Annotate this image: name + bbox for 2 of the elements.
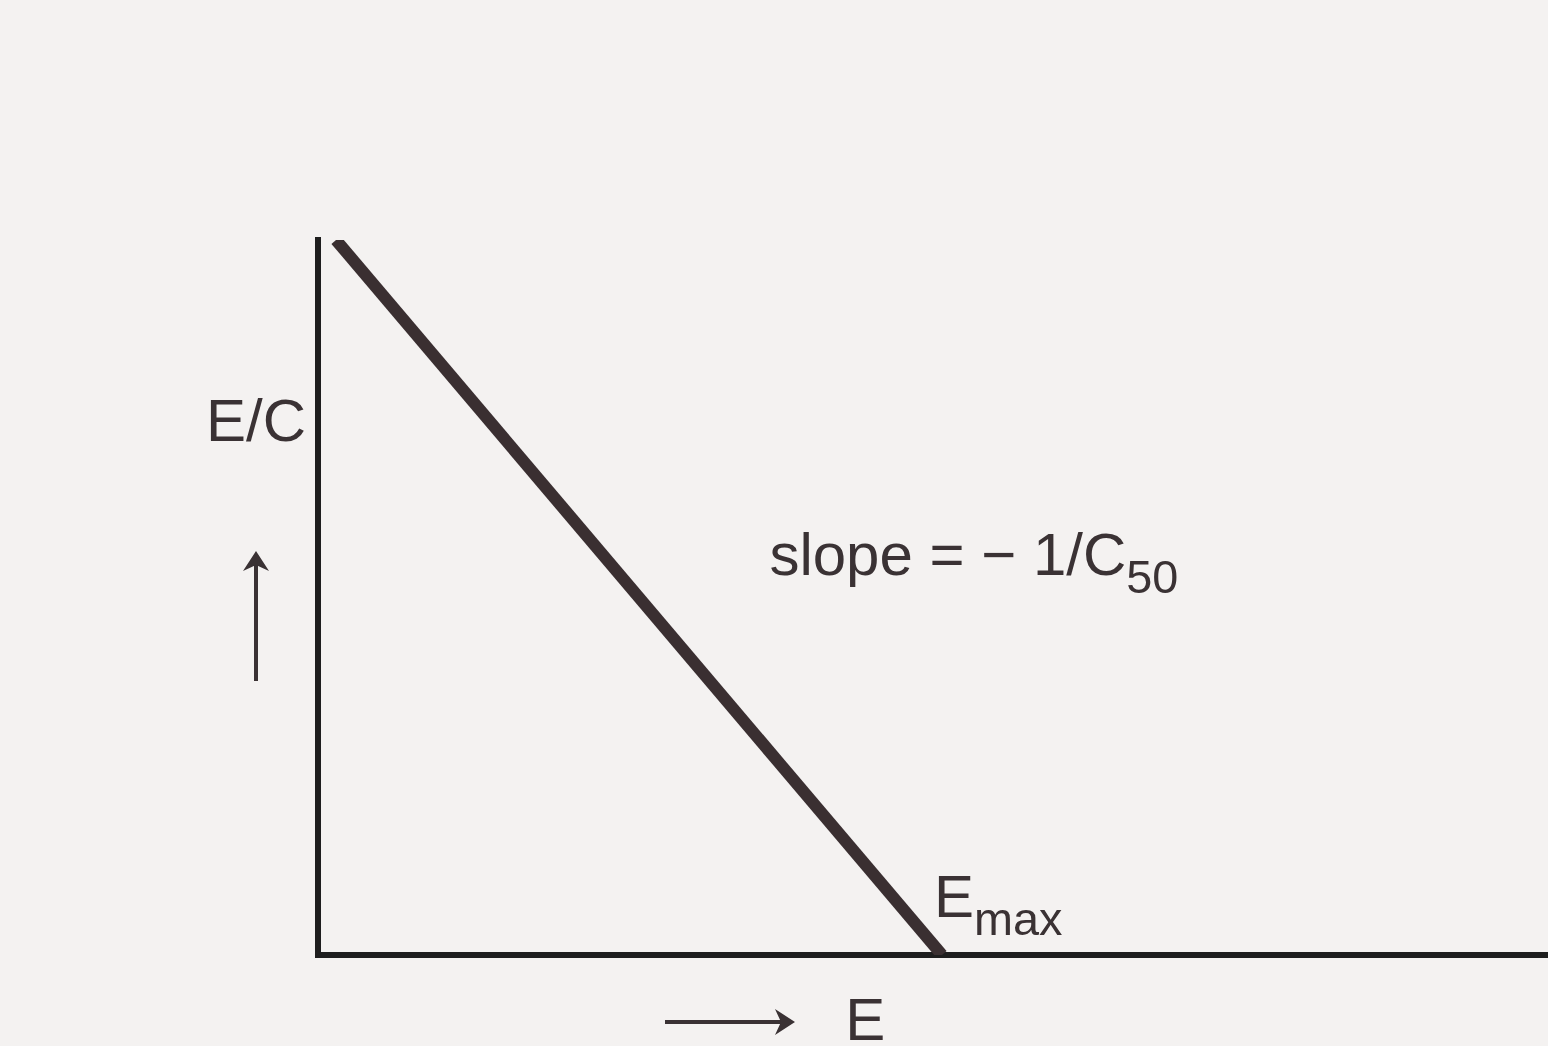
y-axis-title: E/C <box>205 386 307 454</box>
x-axis-title: E <box>845 986 886 1046</box>
